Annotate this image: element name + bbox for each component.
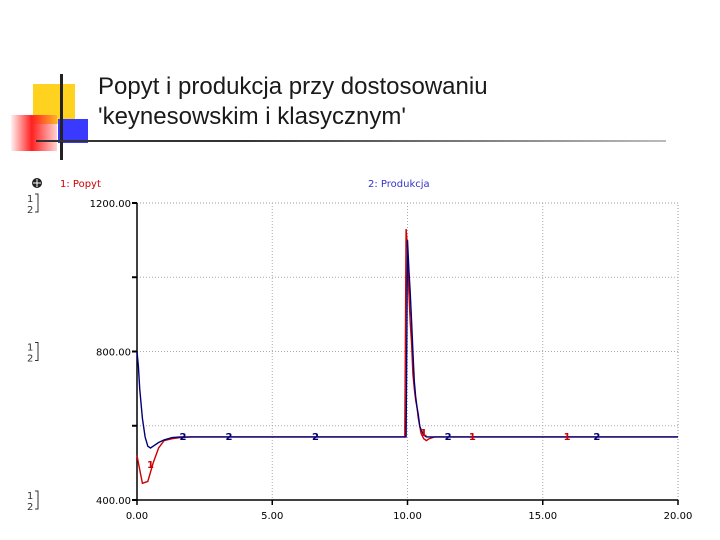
series-line-1 [136,228,678,485]
series-line-2 [136,240,678,449]
series-marker-2: 2 [180,432,187,443]
slide-title-line-2: 'keynesowskim i klasycznym' [98,103,406,130]
series-marker-2: 2 [225,432,232,443]
legend-icon-cross [33,179,41,187]
series-marker-2: 2 [593,432,600,443]
side-scale-marker-1: 1 [27,491,33,502]
title-divider-fade [240,140,666,142]
legend-entry-produkcja: 2: Produkcja [368,179,430,190]
y-tick-label: 400.00 [96,496,131,507]
y-tick-label: 1200.00 [90,199,131,210]
series-marker-1: 1 [147,460,154,471]
chart-labels: 1200.00 800.00 400.00 0.00 5.00 10.00 15.00 20.… [32,178,692,522]
side-scale-marker-2: 2 [27,502,33,513]
decor-red-square [11,115,57,151]
series-marker-1: 1 [420,428,427,439]
legend-entry-popyt: 1: Popyt [60,179,101,190]
x-tick-label: 0.00 [126,511,148,522]
side-scale-marker-2: 2 [27,354,33,365]
side-scale-bracket [35,342,39,361]
slide-title-line-1: Popyt i produkcja przy dostosowaniu [98,73,488,100]
side-scale-bracket [35,490,39,510]
x-tick-label: 10.00 [393,511,422,522]
x-tick-label: 5.00 [261,511,283,522]
side-scale-marker-1: 1 [27,194,33,205]
x-tick-label: 15.00 [528,511,557,522]
chart-series [136,228,678,485]
side-scale-marker-1: 1 [27,343,33,354]
decor-blue-square [58,119,88,143]
y-tick-label: 800.00 [96,348,131,359]
slide-title: Popyt i produkcja przy dostosowaniu 'key… [98,72,658,132]
series-marker-1: 1 [564,432,571,443]
series-marker-2: 2 [312,432,319,443]
side-scale-bracket [35,193,39,213]
series-marker-2: 2 [445,432,452,443]
series-marker-1: 1 [469,432,476,443]
decor-vertical-line [60,74,63,160]
side-scale-marker-2: 2 [27,205,33,216]
x-tick-label: 20.00 [664,511,693,522]
